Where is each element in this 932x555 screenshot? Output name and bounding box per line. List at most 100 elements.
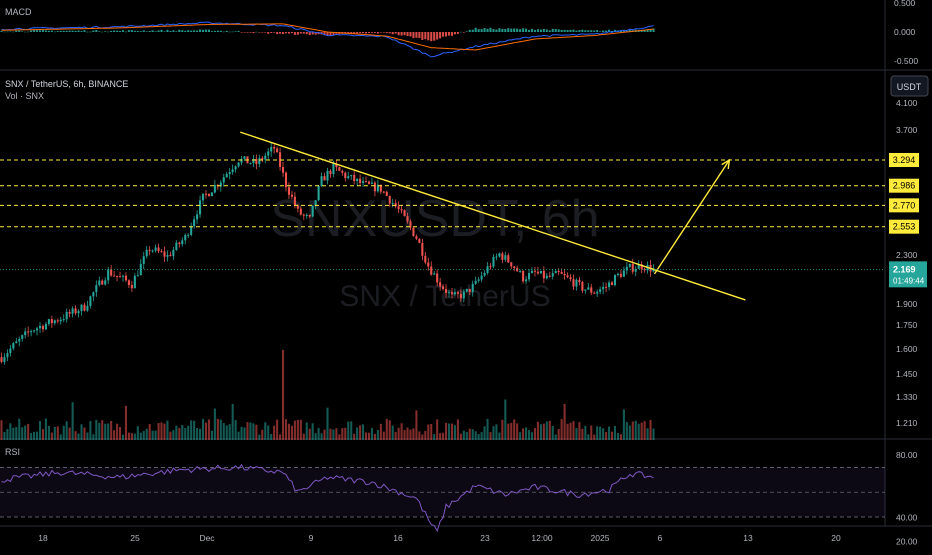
- candle-body: [433, 273, 436, 275]
- candle: [462, 289, 465, 303]
- candle-body: [296, 205, 299, 209]
- candle-body: [599, 289, 602, 292]
- volume-bar: [240, 426, 243, 440]
- macd-histogram-bar: [273, 32, 276, 33]
- candle-body: [578, 279, 581, 283]
- macd-histogram-bar: [596, 30, 599, 32]
- candle: [447, 289, 451, 298]
- volume-bar: [477, 434, 480, 440]
- candle-body: [536, 271, 539, 274]
- candle-body: [530, 270, 534, 274]
- candle: [427, 257, 430, 271]
- currency-selector-button[interactable]: USDT: [890, 75, 929, 97]
- volume-bar: [270, 434, 273, 440]
- macd-histogram-bar: [279, 32, 282, 34]
- candle: [80, 304, 83, 316]
- symbol-title: SNX / TetherUS, 6h, BINANCE: [5, 79, 128, 89]
- volume-bar: [133, 433, 136, 440]
- macd-histogram-bar: [453, 32, 456, 35]
- candle-body: [276, 148, 279, 153]
- macd-histogram-bar: [427, 32, 430, 41]
- candle-body: [56, 320, 59, 322]
- macd-histogram-bar: [175, 31, 178, 32]
- macd-histogram-bar: [201, 29, 205, 32]
- macd-histogram-bar: [498, 28, 501, 32]
- candle-body: [6, 353, 9, 358]
- volume-bar: [593, 434, 596, 440]
- candle: [175, 240, 178, 251]
- volume-bar: [507, 423, 510, 440]
- volume-bar: [367, 432, 371, 440]
- candle-body: [593, 292, 596, 294]
- macd-histogram-bar: [376, 32, 379, 34]
- candle-body: [394, 203, 397, 207]
- candle: [261, 155, 264, 163]
- projection-arrow[interactable]: [653, 159, 730, 275]
- volume-bar: [442, 432, 445, 440]
- rsi-axis-tick: 80.00: [896, 450, 918, 460]
- candle-body: [21, 335, 24, 339]
- volume-bar: [554, 434, 557, 440]
- candle: [30, 329, 33, 337]
- last-price-value: 2.169: [893, 264, 916, 274]
- volume-bar: [548, 420, 551, 440]
- candle-body: [27, 331, 30, 333]
- macd-histogram-bar: [471, 29, 474, 32]
- candle-body: [634, 268, 637, 272]
- candle-body: [98, 280, 101, 286]
- macd-histogram-bar: [133, 30, 136, 32]
- macd-histogram-bar: [590, 30, 593, 32]
- time-axis-tick: 6: [658, 533, 663, 543]
- candle-body: [483, 273, 486, 276]
- candle-body: [237, 162, 240, 167]
- volume-bar: [282, 350, 285, 440]
- volume-bar: [474, 431, 477, 440]
- macd-histogram-bar: [252, 32, 255, 34]
- macd-histogram-bar: [433, 32, 436, 41]
- volume-bar: [6, 429, 9, 440]
- volume-bar: [110, 420, 113, 440]
- candle-body: [47, 319, 50, 324]
- price-level-value: 2.553: [893, 222, 916, 232]
- candle: [113, 270, 116, 277]
- macd-histogram-bar: [394, 32, 397, 34]
- volume-bar: [308, 428, 311, 440]
- candle: [116, 275, 119, 282]
- volume-bar: [231, 404, 234, 440]
- candle-body: [347, 176, 350, 179]
- macd-histogram-bar: [30, 30, 33, 32]
- candle: [3, 353, 6, 365]
- candle: [578, 276, 581, 286]
- candle: [367, 180, 371, 185]
- volume-bar: [53, 426, 56, 440]
- macd-histogram-bar: [163, 31, 166, 32]
- macd-histogram-bar: [261, 32, 264, 33]
- volume-bar: [24, 425, 27, 440]
- candle: [299, 206, 302, 216]
- last-price-tag: 2.169 01:49:44: [889, 261, 927, 288]
- candle: [489, 262, 492, 270]
- candle: [68, 309, 71, 318]
- candle: [133, 273, 136, 289]
- volume-bar: [151, 430, 154, 440]
- candle-body: [418, 238, 421, 243]
- volume-bar: [516, 423, 519, 440]
- candle: [276, 146, 279, 153]
- candle: [613, 274, 617, 287]
- candle-body: [465, 288, 468, 292]
- candle: [631, 258, 634, 275]
- macd-histogram-bar: [382, 32, 385, 33]
- candle-body: [370, 182, 373, 184]
- resistance-trendline[interactable]: [239, 131, 746, 301]
- macd-histogram-bar: [593, 30, 596, 32]
- candle: [364, 176, 368, 183]
- candle: [587, 283, 590, 291]
- macd-histogram-bar: [640, 30, 643, 32]
- candle: [196, 210, 199, 224]
- candle-body: [104, 280, 107, 285]
- currency-label: USDT: [897, 82, 922, 92]
- volume-bar: [513, 419, 516, 440]
- volume-bar: [557, 429, 560, 440]
